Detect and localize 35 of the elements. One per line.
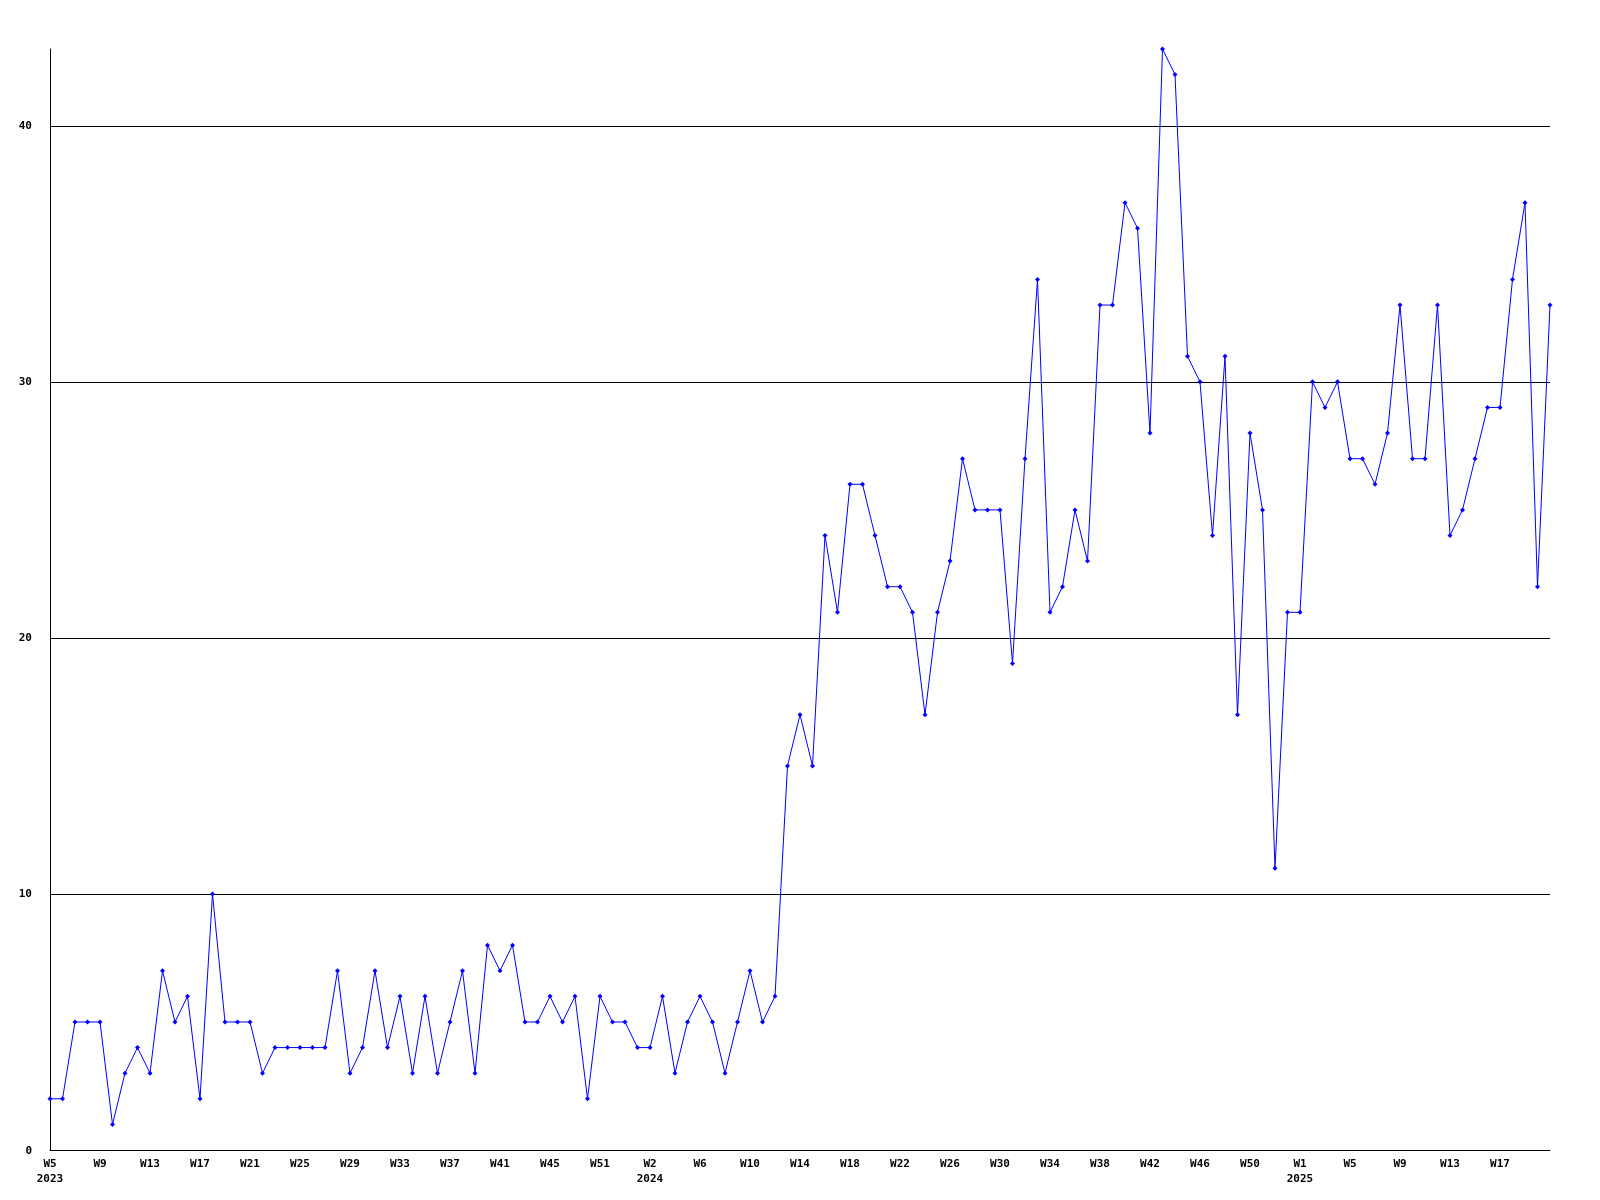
x-tick-label: W26 xyxy=(940,1157,961,1170)
x-tick-label: W37 xyxy=(440,1157,460,1170)
x-tick-label: W33 xyxy=(390,1157,410,1170)
x-tick-label: W6 xyxy=(693,1157,707,1170)
x-tick-label: W17 xyxy=(1490,1157,1510,1170)
x-tick-label: W46 xyxy=(1190,1157,1211,1170)
x-tick-label: W22 xyxy=(890,1157,910,1170)
x-tick-label: W2 2024 xyxy=(636,1157,664,1185)
x-tick-label: W45 xyxy=(540,1157,560,1170)
x-tick-label: W41 xyxy=(490,1157,511,1170)
x-tick-label: W34 xyxy=(1040,1157,1061,1170)
y-tick-label: 10 xyxy=(18,887,32,901)
x-tick-label: W1 2025 xyxy=(1286,1157,1314,1185)
x-tick-label: W42 xyxy=(1140,1157,1160,1170)
x-tick-label: W9 xyxy=(1393,1157,1407,1170)
x-tick-label: W9 xyxy=(93,1157,107,1170)
x-tick-label: W50 xyxy=(1240,1157,1260,1170)
x-tick-label: W5 xyxy=(1343,1157,1357,1170)
x-tick-label: W13 xyxy=(1440,1157,1460,1170)
x-tick-label: W25 xyxy=(290,1157,310,1170)
x-tick-label: W5 2023 xyxy=(36,1157,64,1185)
x-tick-label: W14 xyxy=(790,1157,811,1170)
x-tick-label: W51 xyxy=(590,1157,611,1170)
x-tick-label: W18 xyxy=(840,1157,860,1170)
x-tick-label: W38 xyxy=(1090,1157,1110,1170)
y-tick-label: 0 xyxy=(25,1143,32,1157)
x-tick-label: W17 xyxy=(190,1157,210,1170)
x-tick-label: W10 xyxy=(740,1157,760,1170)
x-tick-label: W21 xyxy=(240,1157,261,1170)
x-tick-label: W29 xyxy=(340,1157,360,1170)
x-tick-label: W13 xyxy=(140,1157,160,1170)
y-tick-label: 20 xyxy=(18,631,32,645)
y-tick-label: 30 xyxy=(18,375,32,389)
y-tick-label: 40 xyxy=(18,119,32,133)
x-tick-label: W30 xyxy=(990,1157,1010,1170)
